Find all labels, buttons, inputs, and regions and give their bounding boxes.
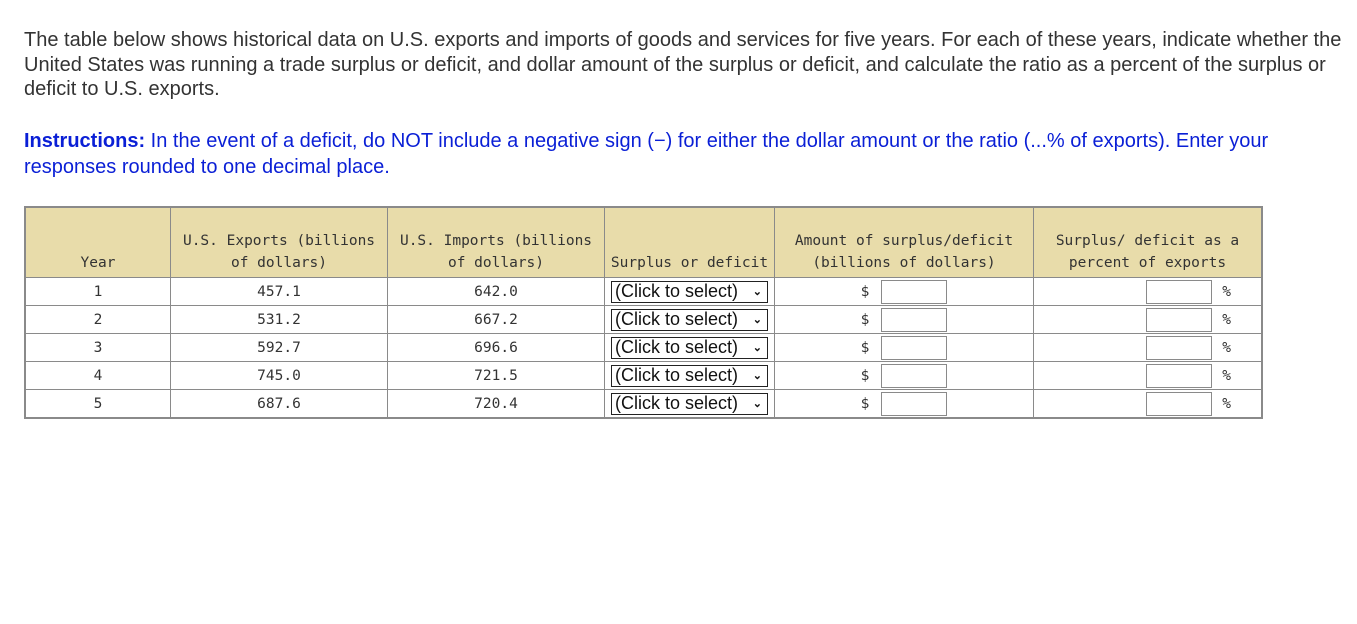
surplus-deficit-select[interactable]: (Click to select) ⌄ [611, 364, 768, 387]
surplus-deficit-cell: (Click to select) ⌄ [604, 333, 775, 362]
header-surplus-deficit: Surplus or deficit [604, 206, 775, 278]
year-cell: 4 [24, 361, 171, 390]
dollar-sign: $ [860, 367, 870, 384]
percent-sign: % [1222, 283, 1231, 300]
surplus-deficit-select[interactable]: (Click to select) ⌄ [611, 336, 768, 359]
amount-input[interactable] [881, 363, 948, 388]
surplus-deficit-cell: (Click to select) ⌄ [604, 361, 775, 390]
amount-cell: $ [774, 277, 1034, 306]
amount-cell: $ [774, 361, 1034, 390]
dollar-sign: $ [860, 283, 870, 300]
percent-sign: % [1222, 367, 1231, 384]
surplus-deficit-select[interactable]: (Click to select) ⌄ [611, 392, 768, 415]
percent-cell: % [1033, 305, 1263, 334]
exports-cell: 745.0 [170, 361, 388, 390]
instructions-text: In the event of a deficit, do NOT includ… [24, 130, 1269, 178]
amount-input[interactable] [881, 391, 948, 416]
percent-cell: % [1033, 333, 1263, 362]
percent-input[interactable] [1146, 307, 1213, 332]
surplus-deficit-cell: (Click to select) ⌄ [604, 389, 775, 419]
year-cell: 3 [24, 333, 171, 362]
table-row: 3 592.7 696.6 (Click to select) ⌄ $% [24, 333, 1263, 362]
header-year: Year [24, 206, 171, 278]
percent-cell: % [1033, 389, 1263, 419]
surplus-deficit-cell: (Click to select) ⌄ [604, 305, 775, 334]
header-row: Year U.S. Exports (billions of dollars) … [24, 206, 1263, 278]
header-imports: U.S. Imports (billions of dollars) [387, 206, 605, 278]
percent-input[interactable] [1146, 391, 1213, 416]
select-value: (Click to select) [615, 281, 739, 301]
imports-cell: 720.4 [387, 389, 605, 419]
instructions-label: Instructions: [24, 130, 146, 152]
select-value: (Click to select) [615, 365, 739, 385]
chevron-down-icon: ⌄ [752, 314, 762, 326]
header-exports: U.S. Exports (billions of dollars) [170, 206, 388, 278]
amount-input[interactable] [881, 307, 948, 332]
dollar-sign: $ [860, 395, 870, 412]
imports-cell: 721.5 [387, 361, 605, 390]
percent-input[interactable] [1146, 363, 1213, 388]
intro-paragraph: The table below shows historical data on… [24, 29, 1342, 100]
amount-cell: $ [774, 389, 1034, 419]
exports-cell: 531.2 [170, 305, 388, 334]
amount-input[interactable] [881, 335, 948, 360]
amount-cell: $ [774, 305, 1034, 334]
surplus-deficit-select[interactable]: (Click to select) ⌄ [611, 280, 768, 303]
table-row: 5 687.6 720.4 (Click to select) ⌄ $% [24, 389, 1263, 419]
exports-cell: 687.6 [170, 389, 388, 419]
exports-cell: 457.1 [170, 277, 388, 306]
dollar-sign: $ [860, 339, 870, 356]
header-amount: Amount of surplus/deficit (billions of d… [774, 206, 1034, 278]
select-value: (Click to select) [615, 337, 739, 357]
percent-sign: % [1222, 311, 1231, 328]
amount-input[interactable] [881, 279, 948, 304]
percent-input[interactable] [1146, 335, 1213, 360]
year-cell: 1 [24, 277, 171, 306]
chevron-down-icon: ⌄ [752, 286, 762, 298]
chevron-down-icon: ⌄ [752, 398, 762, 410]
imports-cell: 667.2 [387, 305, 605, 334]
chevron-down-icon: ⌄ [752, 370, 762, 382]
instructions-paragraph: Instructions: In the event of a deficit,… [24, 128, 1349, 180]
surplus-deficit-cell: (Click to select) ⌄ [604, 277, 775, 306]
surplus-deficit-select[interactable]: (Click to select) ⌄ [611, 308, 768, 331]
exports-cell: 592.7 [170, 333, 388, 362]
trade-table: Year U.S. Exports (billions of dollars) … [24, 206, 1263, 419]
table-row: 1 457.1 642.0 (Click to select) ⌄ $% [24, 277, 1263, 306]
header-percent: Surplus/ deficit as a percent of exports [1033, 206, 1263, 278]
year-cell: 2 [24, 305, 171, 334]
percent-sign: % [1222, 339, 1231, 356]
percent-cell: % [1033, 277, 1263, 306]
table-row: 4 745.0 721.5 (Click to select) ⌄ $% [24, 361, 1263, 390]
table-row: 2 531.2 667.2 (Click to select) ⌄ $% [24, 305, 1263, 334]
select-value: (Click to select) [615, 309, 739, 329]
percent-input[interactable] [1146, 279, 1213, 304]
imports-cell: 696.6 [387, 333, 605, 362]
select-value: (Click to select) [615, 393, 739, 413]
chevron-down-icon: ⌄ [752, 342, 762, 354]
year-cell: 5 [24, 389, 171, 419]
dollar-sign: $ [860, 311, 870, 328]
percent-cell: % [1033, 361, 1263, 390]
percent-sign: % [1222, 395, 1231, 412]
imports-cell: 642.0 [387, 277, 605, 306]
amount-cell: $ [774, 333, 1034, 362]
